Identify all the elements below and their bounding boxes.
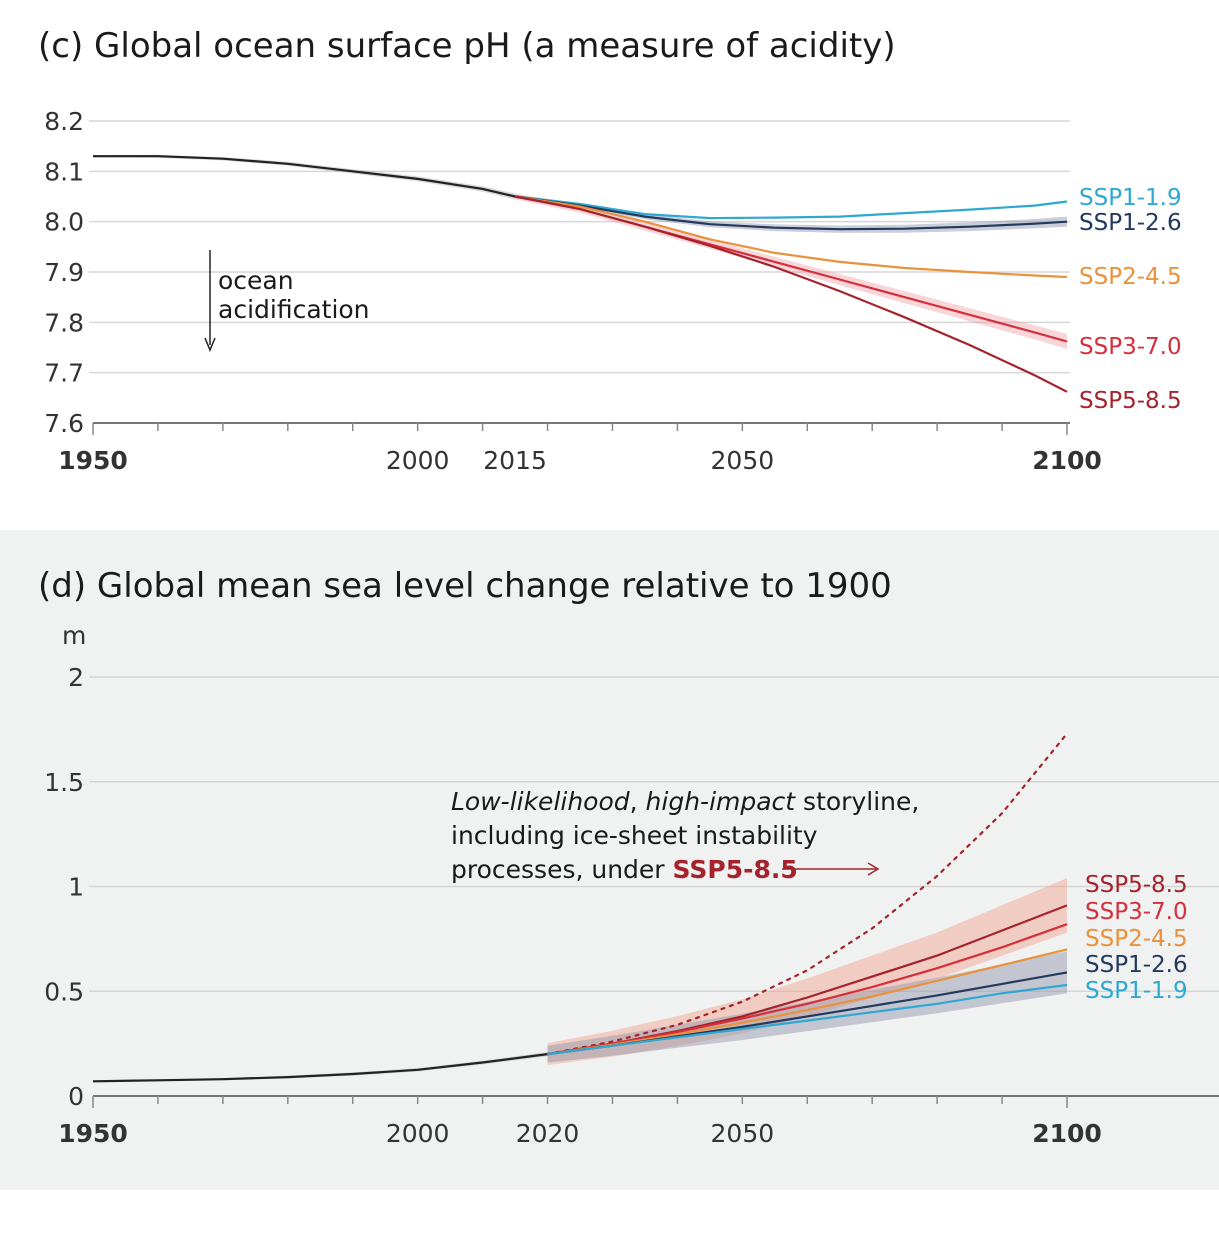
series-label-ssp1-2-6: SSP1-2.6 (1085, 952, 1188, 978)
annotation-storyline: storyline, (795, 787, 919, 816)
series-ssp5-8-5 (514, 195, 1068, 393)
series-ssp3-7-0 (547, 923, 1068, 1056)
series-label-ssp5-8-5: SSP5-8.5 (1079, 388, 1182, 414)
y-tick-label: 8.1 (44, 157, 84, 186)
panel-ocean-ph: (c) Global ocean surface pH (a measure o… (0, 0, 1219, 530)
annotation-italic-high-impact: high-impact (646, 787, 797, 816)
x-tick-label: 2050 (711, 446, 775, 475)
y-tick-label: 0 (68, 1082, 84, 1111)
uncertainty-band-historical (93, 1052, 548, 1083)
chart-ph-svg: 8.2 8.1 8.0 7.9 7.8 7.7 7.6 1950 2000 2015 2050 210… (44, 107, 1182, 475)
x-tick-label: 2100 (1032, 446, 1102, 475)
y-tick-label: 8.2 (44, 107, 84, 136)
series-ssp1-1-9 (514, 195, 1068, 220)
x-tick-label: 2050 (711, 1119, 775, 1148)
x-tick-label: 2000 (386, 1119, 450, 1148)
y-tick-label: 1 (68, 873, 84, 902)
series-historical (92, 1053, 548, 1083)
y-tick-label: 7.7 (44, 359, 84, 388)
uncertainty-band-ssp3-7-0 (515, 193, 1067, 349)
uncertainty-band-historical (93, 154, 516, 200)
storyline-annotation-line2: including ice-sheet instability (451, 821, 818, 850)
x-tick-label: 1950 (58, 446, 128, 475)
acidification-arrow-head (204, 337, 216, 352)
series-label-ssp3-7-0: SSP3-7.0 (1079, 334, 1182, 360)
x-tick-label: 2100 (1032, 1119, 1102, 1148)
series-label-ssp2-4-5: SSP2-4.5 (1085, 926, 1188, 952)
series-label-ssp3-7-0: SSP3-7.0 (1085, 899, 1188, 925)
series-label-ssp2-4-5: SSP2-4.5 (1079, 264, 1182, 290)
annotation-acidification: acidification (218, 295, 370, 324)
y-tick-label: 7.9 (44, 258, 84, 287)
y-tick-label: 7.6 (44, 409, 84, 438)
x-tick-label: 2000 (386, 446, 450, 475)
y-tick-label: 0.5 (44, 977, 84, 1006)
y-tick-label: 1.5 (44, 768, 84, 797)
x-tick-label: 1950 (58, 1119, 128, 1148)
annotation-italic-low-likelihood: Low-likelihood (451, 787, 630, 816)
y-tick-label: 2 (68, 663, 84, 692)
annotation-ocean: ocean (218, 266, 294, 295)
x-tick-label: 2020 (516, 1119, 580, 1148)
x-tick-label: 2015 (483, 446, 547, 475)
annotation-processes-under: processes, under (451, 855, 673, 884)
annotation-separator: , (630, 787, 646, 816)
y-tick-label: 7.8 (44, 308, 84, 337)
series-ssp1-2-6 (514, 195, 1068, 231)
series-label-ssp1-1-9: SSP1-1.9 (1079, 185, 1182, 211)
annotation-highlight-ssp5-8-5: SSP5-8.5 (673, 855, 798, 884)
chart-title-sea-level: (d) Global mean sea level change relativ… (38, 566, 892, 606)
chart-title-ph: (c) Global ocean surface pH (a measure o… (38, 26, 896, 66)
series-historical (93, 155, 516, 198)
uncertainty-band-ssp5-8-5 (547, 878, 1067, 1065)
series-storyline-ssp5-8-5 (546, 732, 1069, 1056)
panel-sea-level: (d) Global mean sea level change relativ… (0, 530, 1219, 1190)
series-ssp2-4-5 (547, 948, 1068, 1056)
series-ssp2-4-5 (514, 195, 1068, 279)
y-tick-label: 8.0 (44, 208, 84, 237)
series-label-ssp1-2-6: SSP1-2.6 (1079, 210, 1182, 236)
storyline-annotation-line3: processes, under SSP5-8.5 (451, 855, 798, 884)
y-axis-unit-label: m (62, 621, 86, 650)
series-ssp1-1-9 (547, 983, 1068, 1056)
storyline-arrow-head (867, 862, 880, 876)
series-label-ssp5-8-5: SSP5-8.5 (1085, 872, 1188, 898)
series-label-ssp1-1-9: SSP1-1.9 (1085, 978, 1188, 1004)
storyline-annotation-line1: Low-likelihood, high-impact storyline, (451, 787, 919, 816)
